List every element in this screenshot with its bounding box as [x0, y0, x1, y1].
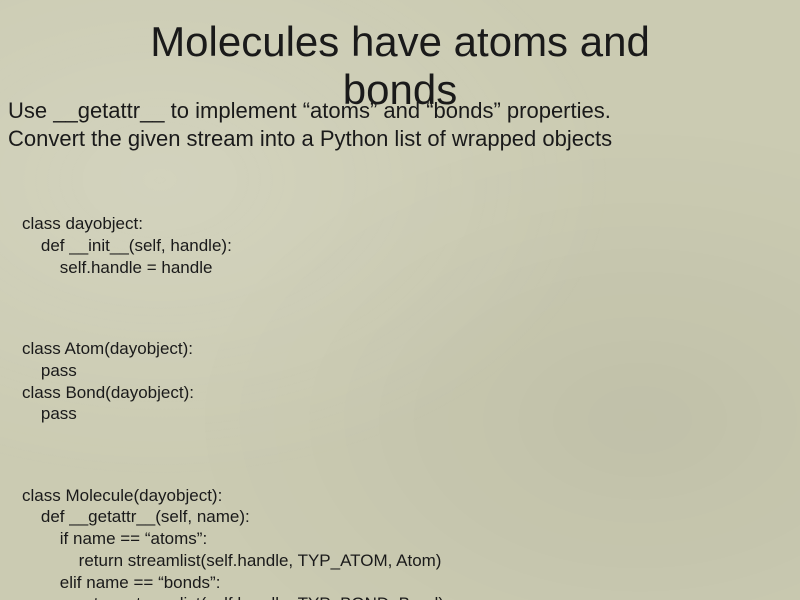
subtitle-line-1: Use __getattr__ to implement “atoms” and…: [8, 98, 611, 123]
code-line: if name == “atoms”:: [22, 529, 207, 548]
code-block-3: class Molecule(dayobject): def __getattr…: [22, 485, 800, 600]
code-line: elif name == “bonds”:: [22, 573, 220, 592]
code-line: self.handle = handle: [22, 258, 212, 277]
code-line: def __init__(self, handle):: [22, 236, 232, 255]
code-line: class Bond(dayobject):: [22, 383, 194, 402]
code-line: return streamlist(self.handle, TYP_ATOM,…: [22, 551, 441, 570]
code-line: return streamlist(self.handle, TYP_BOND,…: [22, 594, 444, 600]
code-line: pass: [22, 361, 77, 380]
code-line: def __getattr__(self, name):: [22, 507, 250, 526]
slide-subtitle: Use __getattr__ to implement “atoms” and…: [0, 97, 800, 154]
code-block-2: class Atom(dayobject): pass class Bond(d…: [22, 338, 800, 425]
code-line: class dayobject:: [22, 214, 143, 233]
code-line: class Molecule(dayobject):: [22, 486, 222, 505]
code-block-1: class dayobject: def __init__(self, hand…: [22, 213, 800, 278]
title-line-1: Molecules have atoms and: [150, 18, 650, 65]
subtitle-line-2: Convert the given stream into a Python l…: [8, 126, 612, 151]
code-line: class Atom(dayobject):: [22, 339, 193, 358]
slide: Molecules have atoms and bonds Use __get…: [0, 0, 800, 600]
code-line: pass: [22, 404, 77, 423]
code-section: class dayobject: def __init__(self, hand…: [0, 154, 800, 600]
